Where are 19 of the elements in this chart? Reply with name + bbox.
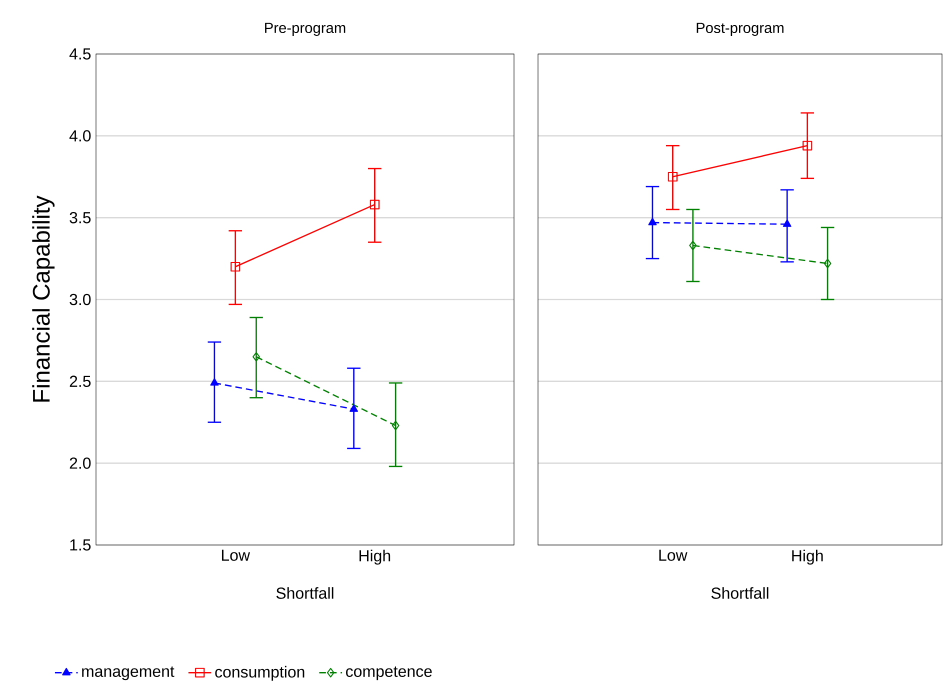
legend-label: management xyxy=(82,666,174,680)
y-tick-label: 3.5 xyxy=(70,212,91,224)
x-tick-label: Low xyxy=(659,550,688,561)
x-tick-label: High xyxy=(360,550,390,565)
chart-title: Pre-program xyxy=(265,22,346,36)
y-tick-label: 4.0 xyxy=(69,130,91,142)
y-tick-label: 2.5 xyxy=(70,376,91,387)
legend-label: competence xyxy=(346,666,432,680)
y-tick-label: 3.0 xyxy=(70,294,91,306)
y-tick-label: 4.5 xyxy=(69,48,91,60)
x-axis-title: Shortfall xyxy=(276,587,334,599)
chart-title: Post-program xyxy=(696,22,784,36)
x-tick-label: Low xyxy=(222,550,250,561)
legend-label: consumption xyxy=(215,666,304,681)
y-tick-label: 1.5 xyxy=(70,539,91,551)
x-tick-label: High xyxy=(792,550,823,565)
y-tick-label: 2.0 xyxy=(70,458,91,469)
y-axis-title: Financial Capability xyxy=(32,196,55,402)
x-axis-title: Shortfall xyxy=(711,587,768,599)
